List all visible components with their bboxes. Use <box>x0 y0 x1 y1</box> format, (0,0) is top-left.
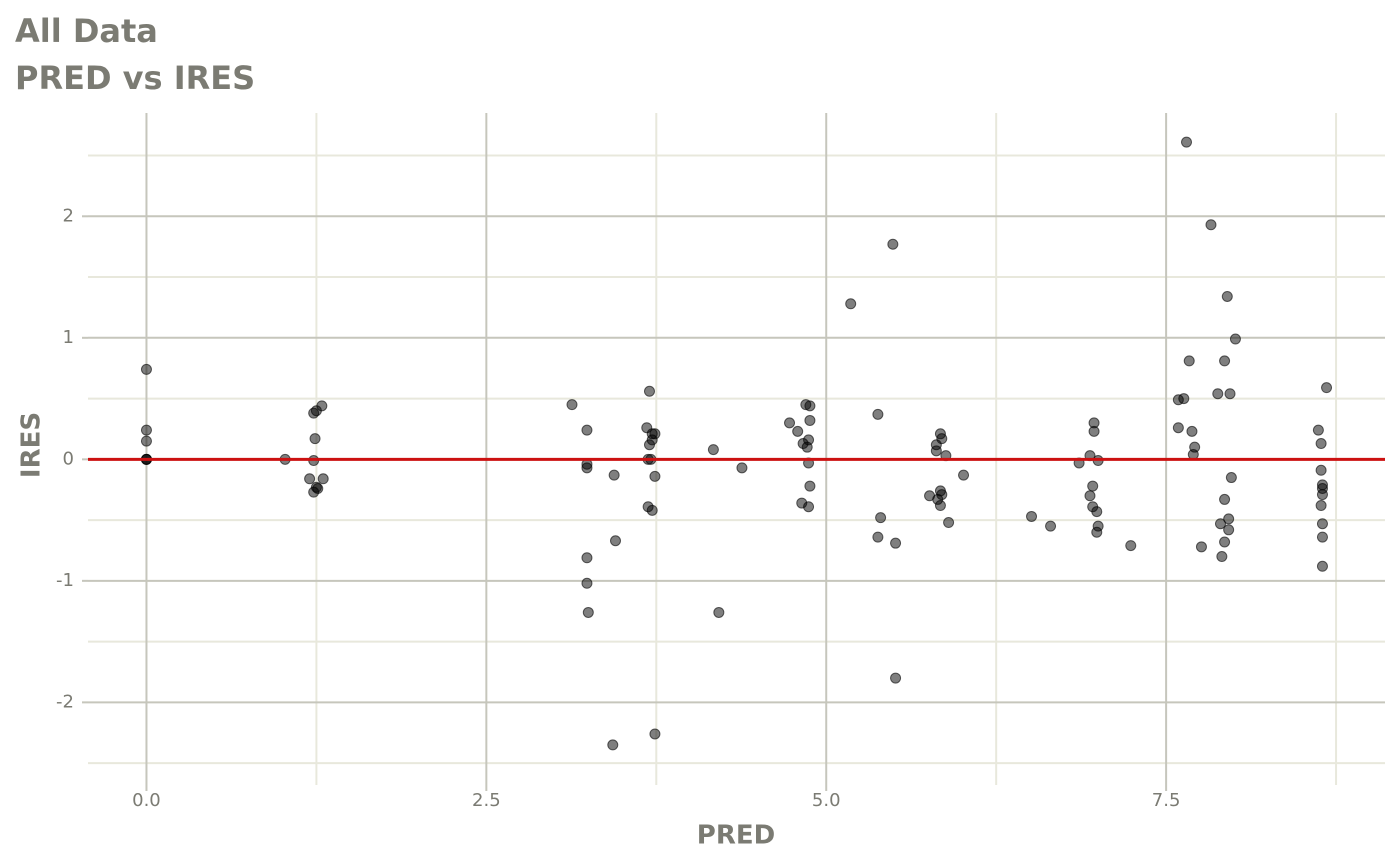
point <box>646 504 658 516</box>
point <box>649 728 661 740</box>
point <box>608 469 620 481</box>
point <box>1091 526 1103 538</box>
point <box>792 425 804 437</box>
point <box>140 363 152 375</box>
point <box>1087 480 1099 492</box>
point <box>804 480 816 492</box>
point <box>646 434 658 446</box>
point <box>1216 551 1228 563</box>
y-tick-label: 0 <box>63 448 74 469</box>
point <box>713 606 725 618</box>
point <box>1223 524 1235 536</box>
point <box>1219 536 1231 548</box>
point <box>649 470 661 482</box>
y-tick-label: -1 <box>56 570 74 591</box>
point <box>1219 493 1231 505</box>
point <box>1214 518 1226 530</box>
point <box>581 552 593 564</box>
point <box>1212 388 1224 400</box>
point <box>1225 472 1237 484</box>
point <box>1312 424 1324 436</box>
point <box>1316 531 1328 543</box>
point <box>958 469 970 481</box>
point <box>890 537 902 549</box>
point <box>1045 520 1057 532</box>
point <box>887 238 899 250</box>
point <box>1026 510 1038 522</box>
point <box>872 531 884 543</box>
x-axis-label: PRED <box>697 821 775 851</box>
point <box>1229 333 1241 345</box>
point <box>643 385 655 397</box>
y-tick-label: 2 <box>63 205 74 226</box>
point <box>1178 393 1190 405</box>
point <box>1186 425 1198 437</box>
x-tick-label: 0.0 <box>132 790 161 811</box>
point <box>890 672 902 684</box>
point <box>1219 355 1231 367</box>
point <box>1315 464 1327 476</box>
point <box>784 417 796 429</box>
point <box>1125 540 1137 552</box>
point <box>1315 438 1327 450</box>
point <box>934 500 946 512</box>
point <box>875 512 887 524</box>
point <box>566 399 578 411</box>
y-tick-label: 1 <box>63 327 74 348</box>
point <box>1183 355 1195 367</box>
point <box>312 482 324 494</box>
chart-title: All Data <box>15 12 158 50</box>
point <box>736 462 748 474</box>
point <box>1321 382 1333 394</box>
point <box>1172 422 1184 434</box>
point <box>1084 490 1096 502</box>
point <box>607 739 619 751</box>
point <box>943 517 955 529</box>
x-tick-label: 2.5 <box>472 790 501 811</box>
point <box>140 424 152 436</box>
y-axis-label: IRES <box>17 412 47 478</box>
point <box>1223 513 1235 525</box>
x-tick-label: 5.0 <box>812 790 841 811</box>
point <box>1221 290 1233 302</box>
point <box>804 414 816 426</box>
point <box>316 400 328 412</box>
point <box>1088 425 1100 437</box>
point <box>581 462 593 474</box>
point <box>1091 506 1103 518</box>
point <box>930 445 942 457</box>
point <box>1181 136 1193 148</box>
point <box>845 298 857 310</box>
y-tick-label: -2 <box>56 691 74 712</box>
point <box>707 444 719 456</box>
point <box>304 473 316 485</box>
point <box>582 606 594 618</box>
point <box>581 424 593 436</box>
point <box>1316 518 1328 530</box>
point <box>317 473 329 485</box>
point <box>610 535 622 547</box>
x-tick-label: 7.5 <box>1152 790 1181 811</box>
point <box>872 408 884 420</box>
point <box>804 400 816 412</box>
point <box>1195 541 1207 553</box>
chart-subtitle: PRED vs IRES <box>15 59 255 97</box>
point <box>1224 388 1236 400</box>
point <box>1205 219 1217 231</box>
point <box>1316 489 1328 501</box>
point <box>803 501 815 513</box>
point <box>581 577 593 589</box>
point <box>1315 500 1327 512</box>
point <box>1316 560 1328 572</box>
point <box>801 441 813 453</box>
point <box>140 435 152 447</box>
point <box>309 433 321 445</box>
